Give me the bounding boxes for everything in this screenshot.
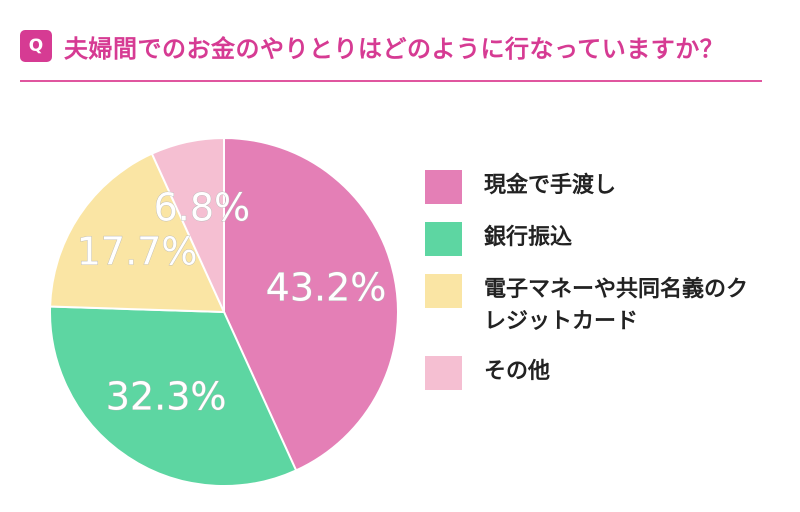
pie-label-emoney-card: 17.7% <box>77 230 198 274</box>
legend-label-other: その他 <box>484 359 551 384</box>
pie-value-labels: 43.2% 32.3% 17.7%6.8% <box>76 185 387 419</box>
legend-swatch-emoney-card <box>425 274 462 308</box>
pie-slices <box>49 136 399 487</box>
pie-slice-other <box>150 136 225 313</box>
pie-slice-cash <box>223 136 399 472</box>
pie-label-bank-transfer: 32.3% <box>106 374 227 418</box>
question-header: Q 夫婦間でのお金のやりとりはどのように行なっていますか？ <box>20 26 724 66</box>
legend-label-bank-transfer: 銀行振込 <box>484 225 573 250</box>
chart-title: 夫婦間でのお金のやりとりはどのように行なっていますか？ <box>64 34 725 63</box>
legend-swatch-other <box>425 356 462 390</box>
legend: 現金で手渡し 銀行振込 電子マネーや共同名義のクレジットカード その他 <box>425 170 795 408</box>
pie-label-cash: 43.2% <box>266 265 387 309</box>
legend-label-cash: 現金で手渡し <box>484 173 617 198</box>
legend-label-emoney-card: 電子マネーや共同名義のクレジットカード <box>484 277 749 334</box>
legend-item-bank-transfer: 銀行振込 <box>425 222 795 256</box>
legend-swatch-bank-transfer <box>425 222 462 256</box>
question-badge: Q <box>20 30 52 62</box>
legend-swatch-cash <box>425 170 462 204</box>
pie-slice-emoney-card <box>49 152 226 314</box>
pie-label-other: 6.8% <box>154 185 251 229</box>
legend-item-other: その他 <box>425 356 795 390</box>
pie-slice-bank-transfer <box>49 305 298 487</box>
legend-item-cash: 現金で手渡し <box>425 170 795 204</box>
header-divider <box>20 80 762 82</box>
legend-item-emoney-card: 電子マネーや共同名義のクレジットカード <box>425 274 795 338</box>
